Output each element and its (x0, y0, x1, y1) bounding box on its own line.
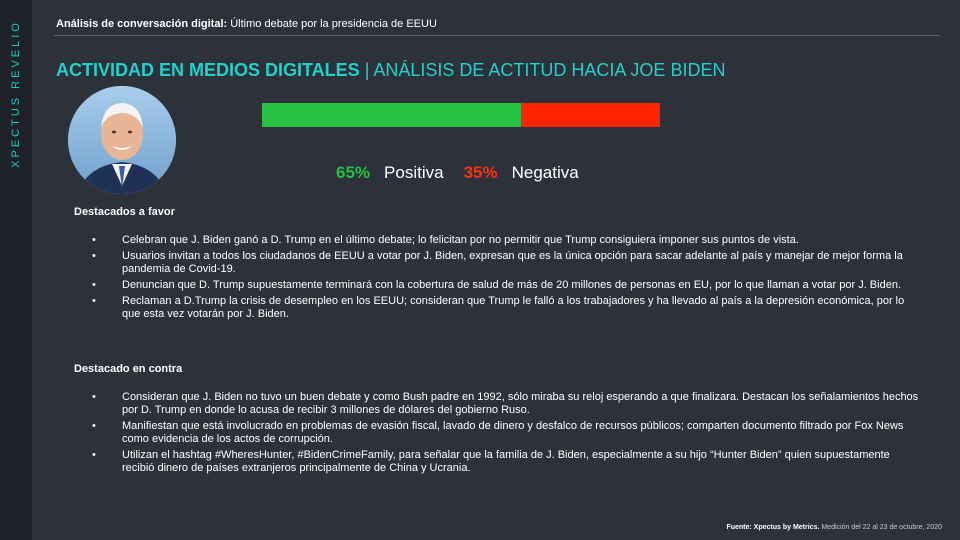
footer-source-rest: Medición del 22 al 23 de octubre, 2020 (819, 524, 942, 531)
list-item: Consideran que J. Biden no tuvo un buen … (92, 391, 922, 417)
sentiment-bar-negative (520, 103, 660, 127)
favor-heading: Destacados a favor (74, 206, 175, 218)
header-label-rest: Último debate por la presidencia de EEUU (227, 18, 437, 30)
page-title: ACTIVIDAD EN MEDIOS DIGITALES | ANÁLISIS… (56, 60, 725, 81)
list-item: Manifiestan que está involucrado en prob… (92, 420, 922, 446)
favor-list: Celebran que J. Biden ganó a D. Trump en… (92, 234, 922, 324)
sentiment-legend: 65% Positiva 35% Negativa (336, 163, 579, 183)
sidebar-brand-wrap: XPECTUS REVELIO (8, 14, 24, 174)
list-item: Usuarios invitan a todos los ciudadanos … (92, 250, 922, 276)
title-main: ACTIVIDAD EN MEDIOS DIGITALES (56, 60, 360, 80)
contra-heading: Destacado en contra (74, 363, 183, 375)
candidate-photo (68, 86, 176, 194)
sidebar: XPECTUS REVELIO (0, 0, 32, 540)
title-sub: | ANÁLISIS DE ACTITUD HACIA JOE BIDEN (359, 60, 726, 80)
footer-source-bold: Fuente: Xpectus by Metrics. (726, 524, 820, 531)
sentiment-bar-positive (262, 103, 521, 127)
header-divider (54, 35, 940, 36)
negative-label: Negativa (511, 163, 579, 182)
contra-list: Consideran que J. Biden no tuvo un buen … (92, 391, 922, 478)
sidebar-brand: XPECTUS REVELIO (10, 20, 22, 168)
source-footer: Fuente: Xpectus by Metrics. Medición del… (726, 524, 942, 531)
list-item: Denuncian que D. Trump supuestamente ter… (92, 279, 922, 292)
list-item: Utilizan el hashtag #WheresHunter, #Bide… (92, 449, 922, 475)
sentiment-bar (262, 103, 660, 127)
list-item: Reclaman a D.Trump la crisis de desemple… (92, 295, 922, 321)
slide-header: Análisis de conversación digital: Último… (56, 18, 437, 30)
list-item: Celebran que J. Biden ganó a D. Trump en… (92, 234, 922, 247)
candidate-portrait-icon (68, 86, 176, 194)
positive-percent: 65% (336, 163, 371, 182)
positive-label: Positiva (384, 163, 444, 182)
negative-percent: 35% (463, 163, 498, 182)
header-label-bold: Análisis de conversación digital: (56, 18, 228, 30)
